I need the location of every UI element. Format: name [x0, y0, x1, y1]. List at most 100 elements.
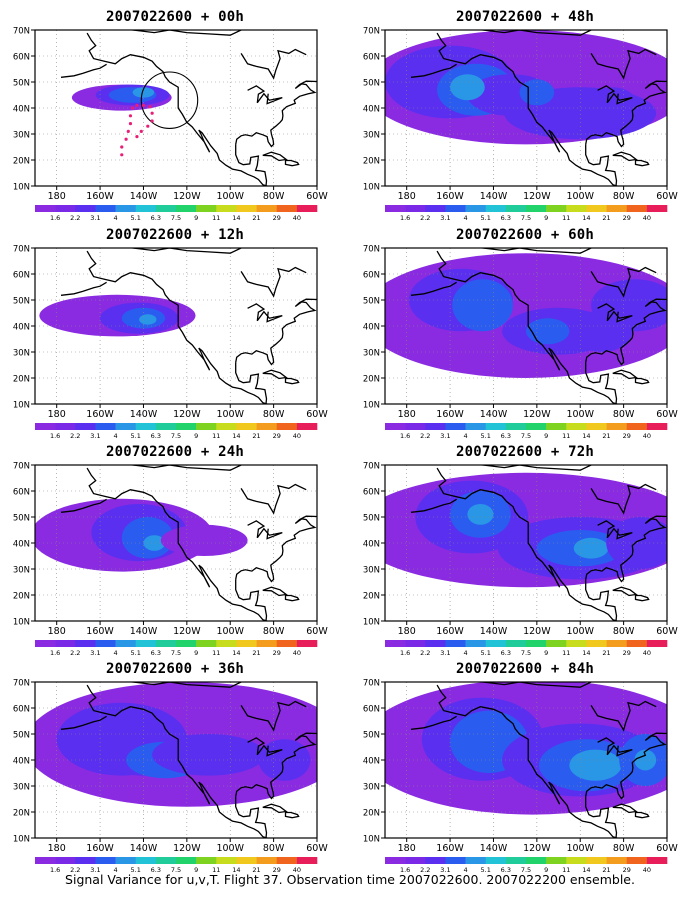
colorbar-swatch [405, 640, 426, 647]
flight-track-point [126, 129, 130, 133]
flight-track-point [128, 114, 133, 118]
colorbar-swatch [425, 205, 446, 212]
colorbar-swatch [216, 205, 237, 212]
longitude-tick-label: 60W [306, 626, 328, 637]
flight-track-point [128, 122, 133, 126]
longitude-tick-label: 80W [263, 843, 285, 854]
longitude-tick-label: 120W [173, 191, 201, 202]
colorbar-label: 1.6 [400, 649, 410, 657]
longitude-tick-label: 60W [306, 843, 328, 854]
variance-contour [452, 279, 513, 332]
latitude-tick-label: 10N [13, 835, 30, 845]
colorbar-label: 1.6 [400, 432, 410, 440]
colorbar-label: 3.1 [90, 866, 100, 874]
colorbar-swatch [385, 423, 406, 430]
latitude-tick-label: 10N [363, 401, 380, 411]
colorbar: 1.6 2.2 3.1 4 5.1 6.3 7.5 9 11 14 21 29 40 [385, 205, 668, 222]
panel-12h: 2007022600 + 12h 10N 20N 30N 40N 50N 60N 70N 180… [5, 226, 345, 444]
latitude-tick-label: 10N [13, 401, 30, 411]
colorbar-label: 9 [544, 432, 548, 440]
map-plot: 10N 20N 30N 40N 50N 60N 70N 180 160W 140W 120W 100W… [363, 679, 679, 875]
latitude-tick-label: 40N [363, 540, 380, 550]
colorbar-label: 5.1 [481, 432, 491, 440]
colorbar-label: 21 [602, 649, 610, 657]
colorbar-label: 21 [252, 649, 260, 657]
colorbar-swatch [465, 857, 487, 864]
longitude-tick-label: 60W [306, 191, 328, 202]
map-plot: 10N 20N 30N 40N 50N 60N 70N 180 160W 140W 120W 100W… [13, 679, 329, 875]
colorbar-label: 5.1 [481, 866, 491, 874]
colorbar-label: 11 [562, 432, 570, 440]
map-plot: 10N 20N 30N 40N 50N 60N 70N 180 160W 140W 120W 100W… [363, 27, 679, 223]
colorbar-label: 11 [212, 649, 220, 657]
colorbar-swatch [276, 640, 298, 647]
colorbar-label: 6.3 [501, 214, 511, 222]
colorbar-label: 4 [114, 214, 118, 222]
colorbar-label: 40 [293, 649, 301, 657]
colorbar-swatch [646, 640, 668, 647]
panel-title: 2007022600 + 00h [105, 9, 245, 25]
colorbar-swatch [425, 423, 446, 430]
colorbar-swatch [445, 423, 466, 430]
colorbar-swatch [526, 205, 547, 212]
longitude-tick-label: 80W [613, 843, 635, 854]
longitude-tick-label: 160W [436, 409, 464, 420]
colorbar-swatch [216, 857, 237, 864]
colorbar-swatch [465, 423, 487, 430]
variance-field [385, 248, 667, 404]
latitude-tick-label: 20N [363, 157, 380, 167]
longitude-tick-label: 180 [398, 409, 416, 420]
longitude-tick-label: 160W [436, 191, 464, 202]
colorbar-label: 9 [544, 649, 548, 657]
latitude-tick-label: 70N [363, 27, 380, 37]
latitude-tick-label: 70N [363, 245, 380, 255]
latitude-tick-label: 50N [13, 297, 30, 307]
longitude-tick-label: 180 [48, 409, 66, 420]
longitude-tick-label: 180 [48, 626, 66, 637]
colorbar-swatch [35, 857, 56, 864]
longitude-tick-label: 80W [263, 409, 285, 420]
variance-contour [132, 87, 155, 98]
colorbar-label: 21 [252, 432, 260, 440]
colorbar-label: 7.5 [521, 214, 531, 222]
colorbar-swatch [586, 640, 607, 647]
longitude-tick-label: 80W [613, 626, 635, 637]
colorbar-swatch [296, 640, 318, 647]
colorbar-swatch [256, 205, 278, 212]
colorbar: 1.6 2.2 3.1 4 5.1 6.3 7.5 9 11 14 21 29 40 [35, 857, 318, 874]
colorbar-label: 7.5 [171, 214, 181, 222]
latitude-tick-label: 30N [363, 566, 380, 576]
longitude-tick-label: 180 [48, 191, 66, 202]
longitude-tick-label: 160W [436, 843, 464, 854]
colorbar-swatch [95, 857, 116, 864]
latitude-tick-label: 60N [13, 488, 30, 498]
colorbar-swatch [385, 857, 406, 864]
flight-track-point [139, 129, 143, 133]
colorbar-swatch [526, 423, 547, 430]
colorbar-label: 11 [562, 866, 570, 874]
longitude-tick-label: 180 [398, 843, 416, 854]
figure-caption: Signal Variance for u,v,T. Flight 37. Ob… [65, 872, 635, 887]
latitude-tick-label: 40N [13, 540, 30, 550]
latitude-tick-label: 10N [363, 835, 380, 845]
latitude-tick-label: 50N [363, 297, 380, 307]
latitude-tick-label: 20N [13, 592, 30, 602]
map-plot: 10N 20N 30N 40N 50N 60N 70N 180 160W 140W 120W 100W… [13, 462, 329, 658]
colorbar-swatch [216, 640, 237, 647]
colorbar-swatch [566, 857, 587, 864]
flight-track-point [120, 153, 124, 157]
latitude-tick-label: 50N [13, 731, 30, 741]
latitude-tick-label: 60N [363, 53, 380, 63]
panel-title: 2007022600 + 24h [105, 444, 245, 460]
colorbar-label: 40 [293, 214, 301, 222]
colorbar-label: 1.6 [50, 432, 60, 440]
colorbar-swatch [445, 640, 466, 647]
colorbar-label: 29 [273, 432, 281, 440]
colorbar-label: 6.3 [151, 214, 161, 222]
colorbar-swatch [196, 205, 217, 212]
colorbar-swatch [626, 640, 648, 647]
colorbar-swatch [115, 857, 137, 864]
longitude-tick-label: 100W [216, 191, 244, 202]
variance-field [385, 30, 667, 186]
colorbar-swatch [35, 640, 56, 647]
